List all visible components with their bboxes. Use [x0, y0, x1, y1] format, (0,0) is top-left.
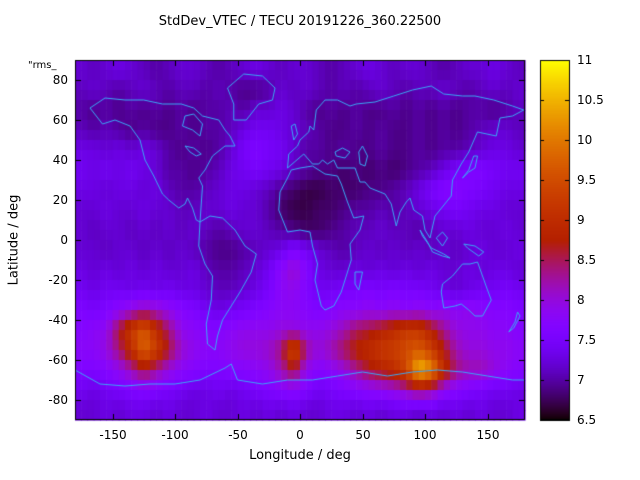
- colorbar-tick-label: 9.5: [577, 173, 597, 187]
- rms-corner-label: "rms_: [28, 60, 57, 71]
- y-tick-label: 40: [52, 153, 68, 167]
- x-tick-label: 150: [476, 428, 500, 442]
- colorbar-tick-label: 9: [577, 213, 585, 227]
- y-tick-label: -40: [48, 313, 68, 327]
- y-tick-label: -60: [48, 353, 68, 367]
- colorbar-tick-label: 8: [577, 293, 585, 307]
- y-tick-label: 0: [60, 233, 68, 247]
- x-tick-label: -150: [99, 428, 127, 442]
- colorbar-tick-label: 10: [577, 133, 593, 147]
- x-axis-label: Longitude / deg: [249, 448, 351, 463]
- colorbar-tick-label: 6.5: [577, 413, 597, 427]
- y-tick-label: -80: [48, 393, 68, 407]
- x-tick-label: 0: [296, 428, 304, 442]
- x-tick-label: 100: [413, 428, 437, 442]
- colorbar-tick-label: 7.5: [577, 333, 597, 347]
- y-tick-label: 20: [52, 193, 68, 207]
- colorbar-tick-label: 11: [577, 53, 593, 67]
- y-tick-label: 80: [52, 73, 68, 87]
- y-axis-label: Latitude / deg: [6, 194, 22, 286]
- colorbar-tick-label: 8.5: [577, 253, 597, 267]
- x-tick-label: 50: [355, 428, 371, 442]
- y-tick-label: -20: [48, 273, 68, 287]
- colorbar-tick-label: 7: [577, 373, 585, 387]
- colorbar-tick-label: 10.5: [577, 93, 604, 107]
- chart-title: StdDev_VTEC / TECU 20191226_360.22500: [158, 14, 442, 29]
- x-tick-label: -100: [161, 428, 189, 442]
- y-tick-label: 60: [52, 113, 68, 127]
- x-tick-label: -50: [228, 428, 248, 442]
